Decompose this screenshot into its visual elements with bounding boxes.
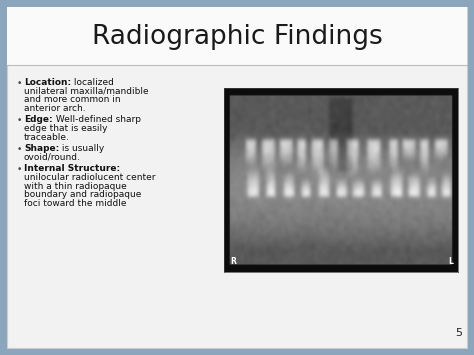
Text: ovoid/round.: ovoid/round. — [24, 153, 81, 162]
Text: •: • — [17, 145, 22, 154]
Text: 5: 5 — [455, 328, 462, 338]
Text: unilateral maxilla/mandible: unilateral maxilla/mandible — [24, 87, 149, 95]
Text: traceable.: traceable. — [24, 133, 70, 142]
Text: with a thin radiopaque: with a thin radiopaque — [24, 182, 127, 191]
Text: foci toward the middle: foci toward the middle — [24, 199, 127, 208]
Text: •: • — [17, 165, 22, 174]
Text: unilocular radiolucent center: unilocular radiolucent center — [24, 173, 155, 182]
Text: Internal Structure:: Internal Structure: — [24, 164, 120, 173]
Text: Radiographic Findings: Radiographic Findings — [91, 24, 383, 50]
Text: Shape:: Shape: — [24, 144, 59, 153]
Text: Well-defined sharp: Well-defined sharp — [53, 115, 141, 124]
Text: Edge:: Edge: — [24, 115, 53, 124]
Text: edge that is easily: edge that is easily — [24, 124, 108, 133]
Bar — [7, 7, 467, 65]
Text: Location:: Location: — [24, 78, 71, 87]
Text: boundary and radiopaque: boundary and radiopaque — [24, 190, 141, 199]
Text: localized: localized — [71, 78, 114, 87]
Text: and more common in: and more common in — [24, 95, 120, 104]
Text: L: L — [448, 257, 453, 266]
Text: •: • — [17, 78, 22, 87]
Text: is usually: is usually — [59, 144, 104, 153]
Text: •: • — [17, 116, 22, 125]
Text: anterior arch.: anterior arch. — [24, 104, 86, 113]
Text: R: R — [230, 257, 237, 266]
